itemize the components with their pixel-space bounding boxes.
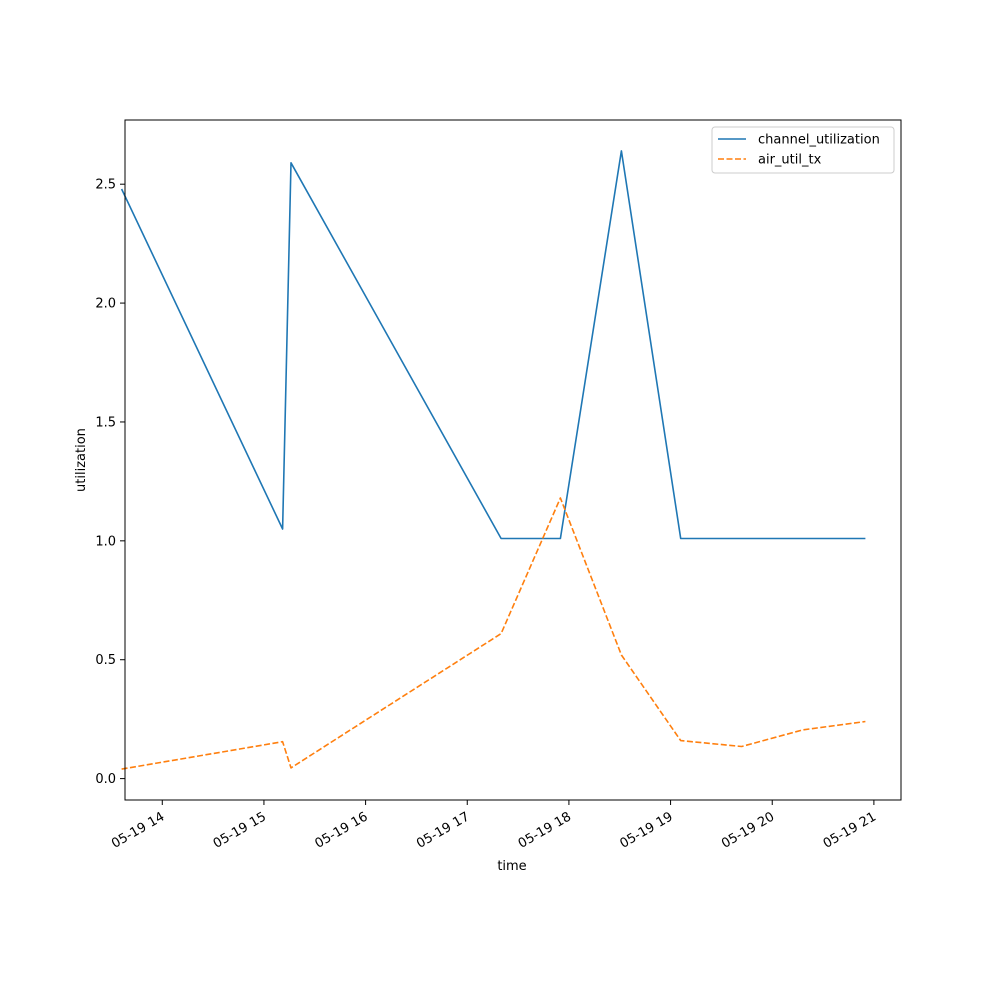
y-tick-label: 0.5 bbox=[95, 653, 116, 668]
series-line-channel-utilization bbox=[120, 150, 866, 540]
series-layer bbox=[120, 150, 866, 770]
plot-area bbox=[125, 120, 901, 800]
legend-box bbox=[711, 126, 895, 174]
plot-frame bbox=[124, 119, 902, 801]
y-tick-label: 0.0 bbox=[95, 772, 116, 787]
y-tick-label: 1.5 bbox=[95, 415, 116, 430]
y-tick-label: 2.0 bbox=[95, 297, 116, 312]
y-tick-label: 1.0 bbox=[95, 534, 116, 549]
x-tick-label: 05-19 16 bbox=[312, 809, 370, 851]
x-tick-label: 05-19 20 bbox=[719, 809, 777, 851]
legend: channel_utilization air_util_tx bbox=[711, 126, 895, 174]
y-axis-ticks: 0.0 0.5 1.0 1.5 2.0 2.5 bbox=[95, 178, 125, 787]
legend-label: air_util_tx bbox=[758, 153, 822, 168]
x-tick-label: 05-19 19 bbox=[617, 809, 675, 851]
series-line-air-util-tx bbox=[121, 497, 866, 770]
y-tick-label: 2.5 bbox=[95, 178, 116, 193]
x-tick-label: 05-19 18 bbox=[516, 809, 574, 851]
x-tick-label: 05-19 14 bbox=[109, 809, 167, 851]
x-tick-label: 05-19 21 bbox=[821, 809, 879, 851]
x-tick-label: 05-19 15 bbox=[211, 809, 269, 851]
x-tick-label: 05-19 17 bbox=[414, 809, 472, 851]
x-axis-ticks: 05-19 14 05-19 15 05-19 16 05-19 17 05-19 18… bbox=[109, 800, 879, 852]
x-axis-label: time bbox=[497, 859, 526, 874]
y-axis-label: utilization bbox=[74, 428, 89, 492]
legend-label: channel_utilization bbox=[758, 133, 880, 148]
